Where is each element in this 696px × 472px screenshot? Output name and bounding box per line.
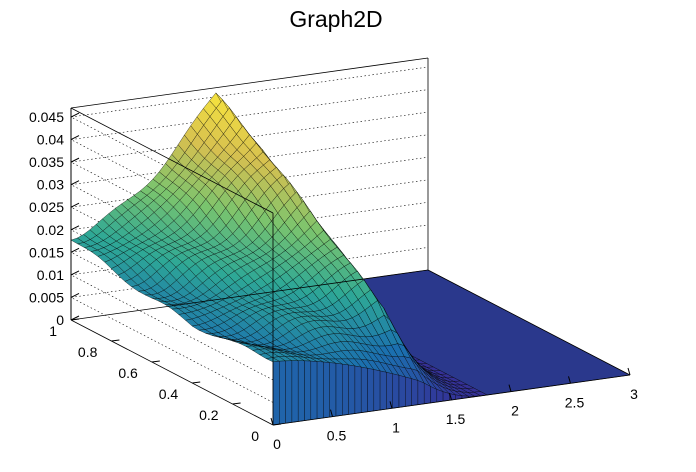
z-tick-label: 0.035 [29,154,64,170]
x-tick-label: 1 [392,419,400,435]
z-axis: 0 0.005 0.01 0.015 0.02 0.025 0.03 0.035 0.04 0.0… [29,108,80,328]
x-tick-label: 0 [273,436,281,452]
z-tick-mark [70,135,80,141]
y-tick-mark [192,381,201,384]
y-tick-label: 0.2 [199,407,219,423]
x-tick-label: 3 [630,386,638,402]
y-tick-mark [232,402,241,405]
x-tick-label: 1.5 [446,411,466,427]
surface-front-face [430,386,437,404]
surface-front-face [316,361,324,420]
surface-front-face [342,363,349,416]
y-tick-mark [272,423,282,426]
surface-front-face [310,360,318,420]
z-tick-mark [70,202,80,208]
y-tick-label: 0.8 [78,344,98,360]
z-tick-mark [70,180,80,186]
z-tick-label: 0.01 [37,267,64,283]
surface-front-face [272,361,280,426]
x-tick-label: 2.5 [565,394,585,410]
x-tick-mark [389,401,393,409]
z-tick-mark [70,247,80,253]
surface-front-face [411,378,419,406]
surface-front-face [417,380,425,405]
surface-front-face [323,361,330,419]
z-tick-label: 0.025 [29,199,64,215]
surface-front-face [329,362,337,418]
surface-front-face [379,370,387,411]
frame-edge [427,269,631,376]
surface-front-face [436,389,444,403]
x-tick-mark [270,417,274,426]
y-tick-label: 0.4 [159,386,179,402]
z-tick-mark [70,270,80,276]
chart-title: Graph2D [289,6,382,32]
surface-front-face [354,365,362,414]
surface-front-face [398,375,406,408]
surface-front-face [348,364,356,415]
y-axis: 0 0.2 0.4 0.6 0.8 1 [49,318,282,444]
surface-front-face [291,360,299,423]
frame-edge [70,57,429,109]
z-tick-mark [70,292,80,298]
frame-edge [70,269,429,321]
x-tick-label: 2 [511,403,519,419]
surface-front-face [298,360,305,422]
y-tick-mark [151,360,160,363]
surface-front-face [367,368,374,413]
z-tick-label: 0.045 [29,109,64,125]
z-tick-mark [70,225,80,231]
z-tick-label: 0.015 [29,244,64,260]
surface-front-face [405,376,412,407]
z-tick-label: 0.03 [37,177,64,193]
surface-front-face [304,360,311,421]
x-tick-label: 0.5 [327,428,347,444]
frame-edge [70,319,274,426]
x-tick-mark [568,376,571,384]
y-tick-label: 0.6 [118,365,138,381]
surface-front-face [335,363,343,417]
z-tick-label: 0.04 [37,132,64,148]
y-tick-label: 0 [251,428,259,444]
x-tick-mark [627,367,631,376]
z-tick-mark [70,157,80,163]
z-tick-label: 0.005 [29,289,64,305]
x-axis: 0 0.5 1 1.5 2 2.5 3 [270,367,638,452]
frame-edge [70,107,274,214]
surface-front-face [386,372,393,410]
z-tick-label: 0.02 [37,222,64,238]
surface-front-face [424,382,431,405]
surface-front-face [285,360,293,424]
surface-front-face [279,360,286,425]
surface-front-face [361,366,368,413]
z-tick-mark [70,112,80,118]
x-tick-mark [449,392,452,401]
surface-mesh [70,92,631,426]
surface-front-face [373,369,381,412]
y-tick-label: 1 [49,323,57,339]
y-tick-mark [70,318,80,321]
x-tick-mark [508,384,512,392]
surface-front-face [392,373,400,409]
y-tick-mark [111,339,120,342]
x-tick-mark [330,409,333,417]
z-tick-label: 0 [56,312,64,328]
